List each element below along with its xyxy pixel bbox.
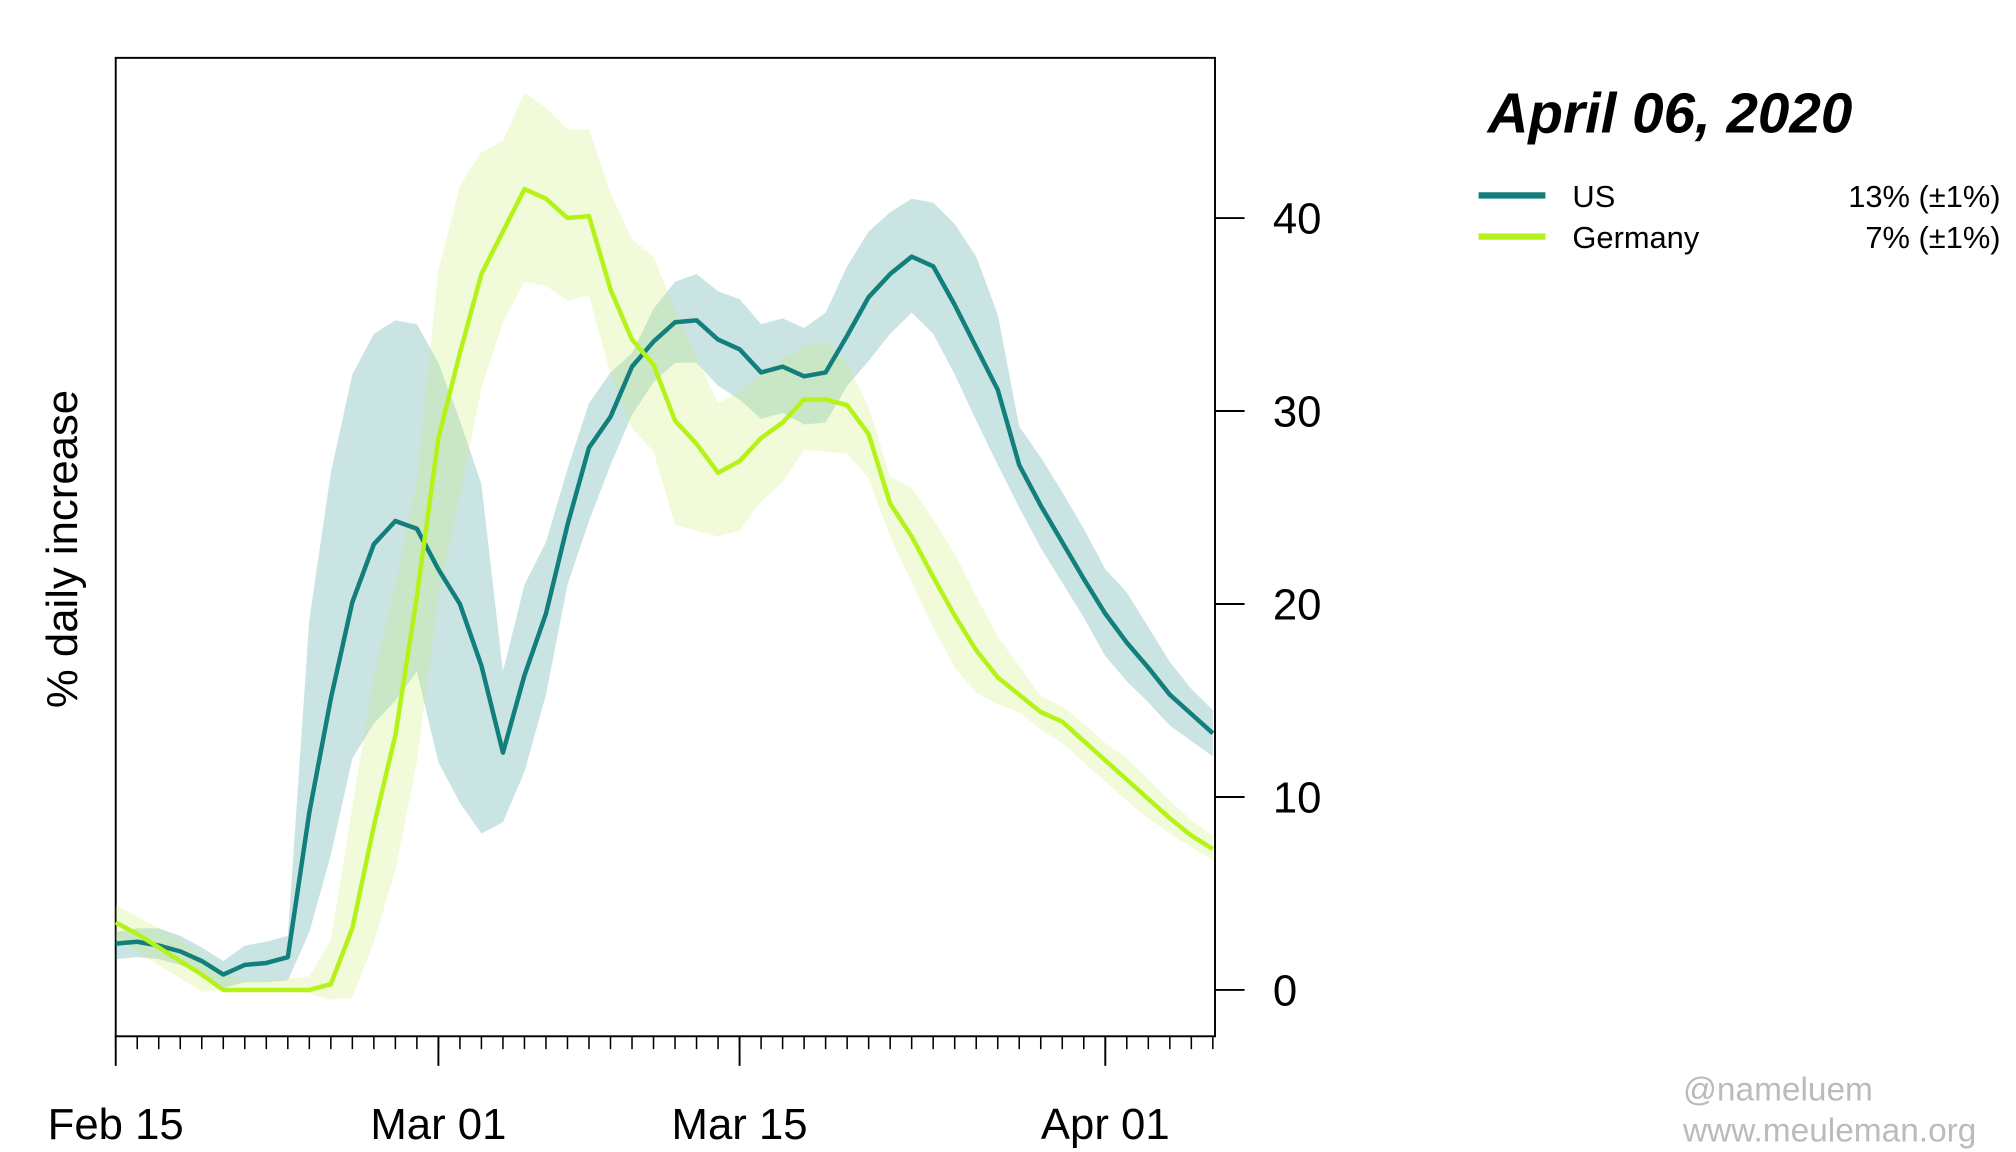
y-tick-label: 20 (1273, 580, 1322, 629)
y-axis-label: % daily increase (38, 390, 87, 708)
watermark: @nameluem (1683, 1072, 1873, 1109)
legend-value: 7% (±1%) (1865, 220, 2000, 255)
watermark: www.meuleman.org (1682, 1113, 1976, 1150)
x-tick-label: Apr 01 (1041, 1100, 1170, 1149)
series-line (114, 186, 1215, 993)
confidence-band (115, 92, 1213, 1000)
series-line (115, 254, 1215, 977)
chart-title: April 06, 2020 (1486, 81, 1853, 144)
confidence-band (115, 198, 1213, 989)
x-tick-label: Mar 01 (370, 1100, 506, 1149)
legend-label: Germany (1572, 220, 1699, 255)
y-tick-label: 30 (1273, 387, 1322, 436)
x-tick-label: Mar 15 (672, 1100, 808, 1149)
y-tick-label: 40 (1273, 194, 1322, 243)
legend-label: US (1572, 179, 1615, 214)
plot-frame (114, 56, 1216, 1038)
y-tick-label: 0 (1273, 966, 1297, 1015)
legend-value: 13% (±1%) (1848, 179, 2000, 214)
x-tick-label: Feb 15 (48, 1100, 184, 1149)
y-tick-label: 10 (1273, 773, 1322, 822)
